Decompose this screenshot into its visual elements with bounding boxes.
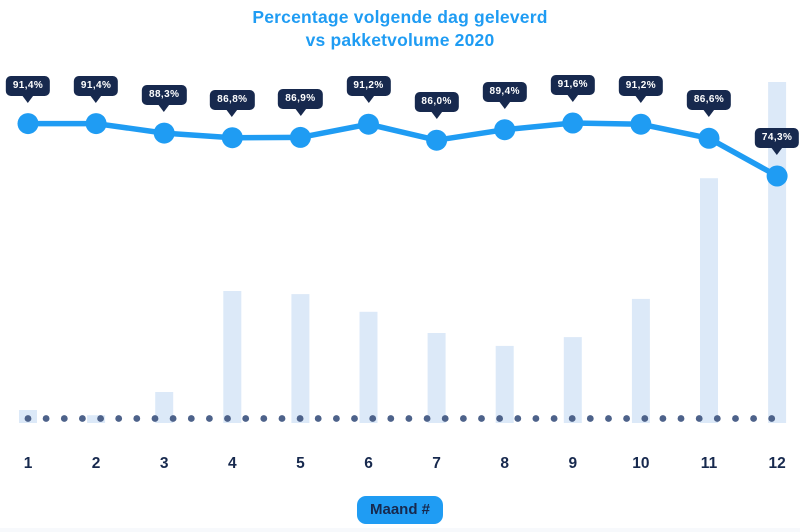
baseline-dot [478,415,485,422]
line-point-month-9 [562,112,584,134]
value-badge-month-1: 91,4% [5,75,51,96]
baseline-dot [713,415,721,422]
baseline-dot [405,415,413,422]
volume-bar-month-7 [427,333,446,423]
value-badge-month-6: 91,2% [346,76,391,97]
baseline-dot [677,415,685,422]
line-point-month-4 [221,127,243,149]
line-point-month-3 [153,122,175,144]
baseline-dot [42,415,50,422]
value-badge-month-7: 86,0% [414,92,459,113]
line-point-month-11 [698,127,720,149]
chart-title: Percentage volgende dag geleverd vs pakk… [0,6,800,52]
baseline-dot [568,415,576,422]
x-axis-label-6: 6 [364,455,373,472]
volume-bar-month-11 [700,178,718,423]
x-axis-label-7: 7 [432,455,441,472]
baseline-dot [641,415,649,422]
line-point-month-2 [85,113,107,135]
volume-bar-month-5 [291,294,310,423]
baseline-dot [460,415,467,422]
baseline-dot [133,415,141,422]
value-badge-month-11: 86,6% [686,90,732,111]
baseline-dot [732,415,739,422]
x-axis-title-badge: Maand # [356,496,444,524]
value-badge-month-3: 88,3% [142,85,187,106]
x-axis-label-9: 9 [568,455,578,472]
volume-bar-month-4 [223,291,242,423]
baseline-dot [24,415,32,422]
value-badge-month-8: 89,4% [482,81,527,102]
baseline-dot [333,415,340,422]
volume-bar-month-10 [631,298,650,423]
line-point-month-5 [289,126,311,148]
baseline-dot [623,415,630,422]
line-point-month-7 [426,129,448,151]
value-badge-month-10: 91,2% [618,76,664,97]
baseline-dot [97,415,104,422]
x-axis-label-3: 3 [159,455,169,472]
baseline-dot [659,415,667,422]
volume-bar-month-6 [359,311,378,423]
baseline-dot [278,415,286,422]
baseline-dot [260,415,268,422]
baseline-dot [496,415,503,422]
chart-title-line2: vs pakketvolume 2020 [305,30,495,50]
value-badge-month-2: 91,4% [73,75,119,96]
line-point-month-12 [766,165,788,187]
baseline-dot [351,415,358,422]
value-badge-month-9: 91,6% [550,75,595,95]
baseline-dot [115,415,123,422]
chart-title-line1: Percentage volgende dag geleverd [252,7,548,27]
x-axis-label-12: 12 [768,455,786,472]
baseline-dot [586,415,594,422]
baseline-dot [387,415,395,422]
value-badge-month-5: 86,9% [278,89,323,110]
baseline-dot [768,415,776,422]
baseline-dot [60,415,68,422]
baseline-dot [296,415,304,422]
baseline-dot [441,415,449,422]
x-axis-label-2: 2 [91,455,101,472]
baseline-dot [695,415,703,422]
volume-bar-month-3 [155,392,174,423]
baseline-dot [550,415,558,422]
baseline-dot [169,415,177,422]
baseline-dot [514,415,522,422]
baseline-dot [369,415,377,422]
baseline-dot [314,415,322,422]
baseline-dot [605,415,612,422]
baseline-dot [151,415,159,422]
volume-bar-month-9 [563,337,582,423]
value-badge-month-12: 74,3% [754,128,800,148]
x-axis-label-10: 10 [632,455,650,472]
baseline-dot [423,415,431,422]
x-axis-label-1: 1 [23,455,33,472]
x-axis-label-11: 11 [700,455,718,472]
line-point-month-6 [358,113,379,135]
x-axis-label-4: 4 [227,455,237,472]
line-point-month-1 [17,113,39,135]
baseline-dot [532,415,540,422]
baseline-dot [187,415,195,422]
footer-strip [0,528,800,532]
volume-bar-month-2 [87,415,106,423]
line-point-month-8 [494,119,516,141]
baseline-dot [206,415,213,422]
x-axis-label-5: 5 [296,455,305,472]
x-axis-label-8: 8 [500,455,509,472]
baseline-dot [224,415,231,422]
value-badge-month-4: 86,8% [210,89,255,110]
baseline-dot [79,415,86,422]
baseline-dot [750,415,757,422]
line-point-month-10 [630,113,652,135]
percentage-line [25,120,780,179]
baseline-dot [242,415,250,422]
volume-bar-month-8 [495,345,514,423]
